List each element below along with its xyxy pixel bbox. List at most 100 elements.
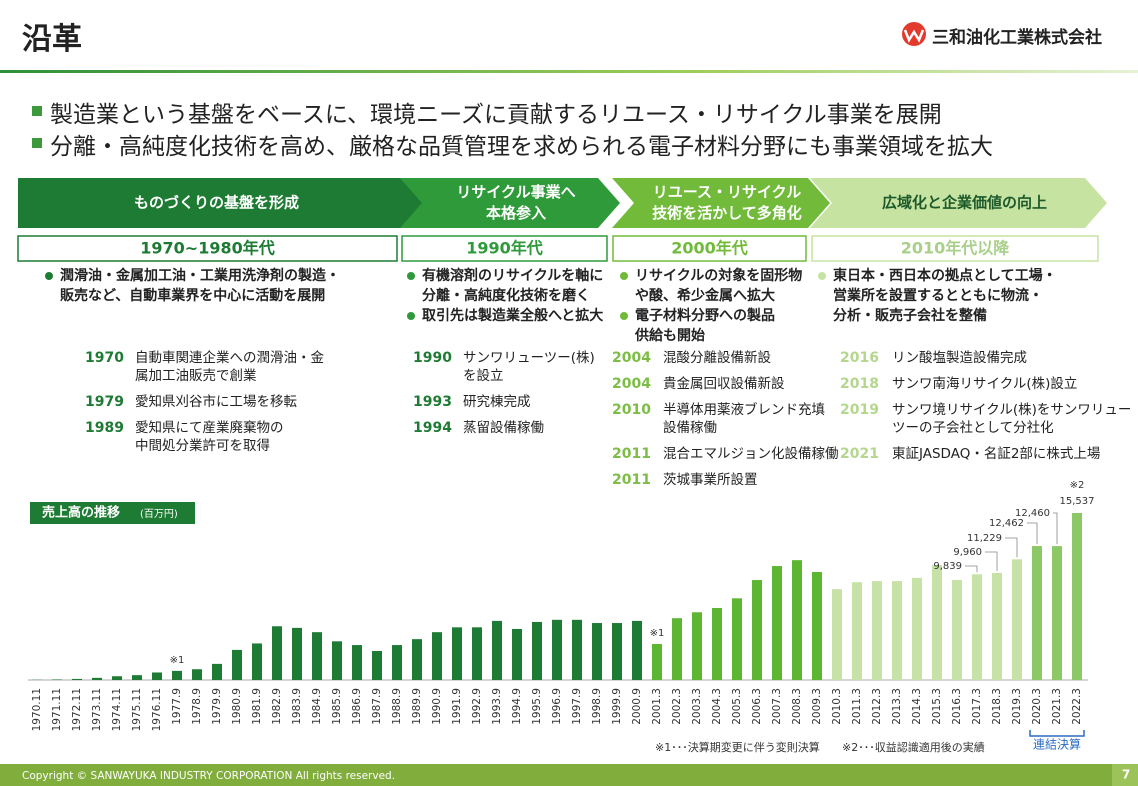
x-tick-label: 2004.3 xyxy=(711,688,723,725)
bar xyxy=(212,663,222,680)
point-text: 潤滑油・金属加工油・工業用洗浄剤の製造・ xyxy=(60,268,340,284)
x-tick-label: 2013.3 xyxy=(891,688,903,725)
x-tick-label: 1999.9 xyxy=(611,688,623,725)
bar xyxy=(532,621,542,680)
bar xyxy=(872,581,882,680)
event-text: 属加工油販売で創業 xyxy=(135,368,257,384)
event-text: サンワ南海リサイクル(株)設立 xyxy=(892,376,1078,392)
x-tick-label: 1984.9 xyxy=(311,688,323,725)
x-tick-label: 2009.3 xyxy=(811,688,823,725)
bar xyxy=(1052,546,1062,680)
point-text: 販売など、自動車業界を中心に活動を展開 xyxy=(60,288,326,304)
bar xyxy=(792,560,802,680)
note: ※2･･･収益認識適用後の実績 xyxy=(842,740,985,754)
era-label: 2000年代 xyxy=(671,239,748,258)
phase-arrow xyxy=(810,178,1107,228)
annotation: ※1 xyxy=(170,655,185,666)
bullet-text: 製造業という基盤をベースに、環境ニーズに貢献するリユース・リサイクル事業を展開 xyxy=(50,102,942,128)
bar xyxy=(52,679,62,680)
value-label: 9,960 xyxy=(953,547,982,558)
x-tick-label: 2019.3 xyxy=(1011,688,1023,725)
leader-line xyxy=(1005,537,1018,558)
bullet-text: 分離・高純度化技術を高め、厳格な品質管理を求められる電子材料分野にも事業領域を拡… xyxy=(50,134,993,160)
point-dot xyxy=(620,272,628,280)
point-text: リサイクルの対象を固形物 xyxy=(635,268,803,284)
x-tick-label: 1987.9 xyxy=(371,688,383,725)
bar xyxy=(332,641,342,680)
leader-line xyxy=(985,551,998,571)
bar xyxy=(1032,546,1042,680)
x-tick-label: 1985.9 xyxy=(331,688,343,725)
bar xyxy=(432,632,442,680)
company-name: 三和油化工業株式会社 xyxy=(932,28,1102,48)
bar xyxy=(392,645,402,680)
bar xyxy=(652,643,662,680)
event-text: 混酸分離設備新設 xyxy=(663,350,771,366)
bullet-square xyxy=(32,106,42,116)
x-tick-label: 1981.9 xyxy=(251,688,263,725)
point-text: 分離・高純度化技術を磨く xyxy=(422,288,590,304)
x-tick-label: 1997.9 xyxy=(571,688,583,725)
page-number: 7 xyxy=(1122,768,1130,782)
copyright: Copyright © SANWAYUKA INDUSTRY CORPORATI… xyxy=(22,770,395,782)
bar xyxy=(692,612,702,680)
event-text: 自動車関連企業への潤滑油・金 xyxy=(135,350,324,366)
x-tick-label: 1991.9 xyxy=(451,688,463,725)
x-tick-label: 2001.3 xyxy=(651,688,663,725)
x-tick-label: 1978.9 xyxy=(191,688,203,725)
event-year: 1993 xyxy=(413,394,452,410)
value-label: 15,537 xyxy=(1060,496,1095,507)
point-text: 有機溶剤のリサイクルを軸に xyxy=(422,268,604,284)
bar xyxy=(312,632,322,680)
bar xyxy=(852,582,862,680)
bar xyxy=(352,645,362,680)
header-rule xyxy=(0,70,1138,73)
x-tick-label: 2010.3 xyxy=(831,688,843,725)
bar xyxy=(732,598,742,680)
bar xyxy=(232,649,242,680)
event-text: 半導体用薬液ブレンド充填 xyxy=(663,402,825,418)
x-tick-label: 2020.3 xyxy=(1031,688,1043,725)
leader-line xyxy=(965,565,978,573)
bar xyxy=(292,627,302,680)
event-year: 2016 xyxy=(840,350,879,366)
x-tick-label: 1972.11 xyxy=(71,688,83,731)
chart-title: 売上高の推移 xyxy=(42,505,120,521)
x-tick-label: 1971.11 xyxy=(51,688,63,731)
event-text: 蒸留設備稼働 xyxy=(463,420,544,436)
x-tick-label: 1995.9 xyxy=(531,688,543,725)
event-year: 1989 xyxy=(85,420,124,436)
phase-title: ものづくりの基盤を形成 xyxy=(134,194,299,212)
x-tick-label: 1975.11 xyxy=(131,688,143,731)
x-tick-label: 2003.3 xyxy=(691,688,703,725)
phase-arrow xyxy=(612,178,830,228)
value-label: 12,462 xyxy=(989,518,1024,529)
x-tick-label: 1998.9 xyxy=(591,688,603,725)
event-year: 1994 xyxy=(413,420,452,436)
event-text: サンワリューツー(株) xyxy=(463,350,595,366)
x-tick-label: 2008.3 xyxy=(791,688,803,725)
x-tick-label: 2017.3 xyxy=(971,688,983,725)
bar xyxy=(1012,559,1022,680)
x-tick-label: 1992.9 xyxy=(471,688,483,725)
x-tick-label: 1970.11 xyxy=(31,688,43,731)
event-year: 1990 xyxy=(413,350,452,366)
point-text: や酸、希少金属へ拡大 xyxy=(635,288,775,304)
bar xyxy=(952,580,962,680)
bar xyxy=(132,675,142,680)
bar xyxy=(412,639,422,680)
event-year: 2018 xyxy=(840,376,879,392)
bar xyxy=(172,670,182,680)
point-text: 供給も開始 xyxy=(635,328,705,344)
event-year: 1970 xyxy=(85,350,124,366)
x-tick-label: 1976.11 xyxy=(151,688,163,731)
x-tick-label: 2006.3 xyxy=(751,688,763,725)
era-label: 2010年代以降 xyxy=(901,239,1011,258)
logo-mark xyxy=(903,29,925,43)
phase-title: リユース・リサイクル xyxy=(653,183,802,201)
event-year: 2010 xyxy=(612,402,651,418)
bar xyxy=(712,607,722,680)
value-label: 9,839 xyxy=(933,561,962,572)
bar xyxy=(492,620,502,680)
